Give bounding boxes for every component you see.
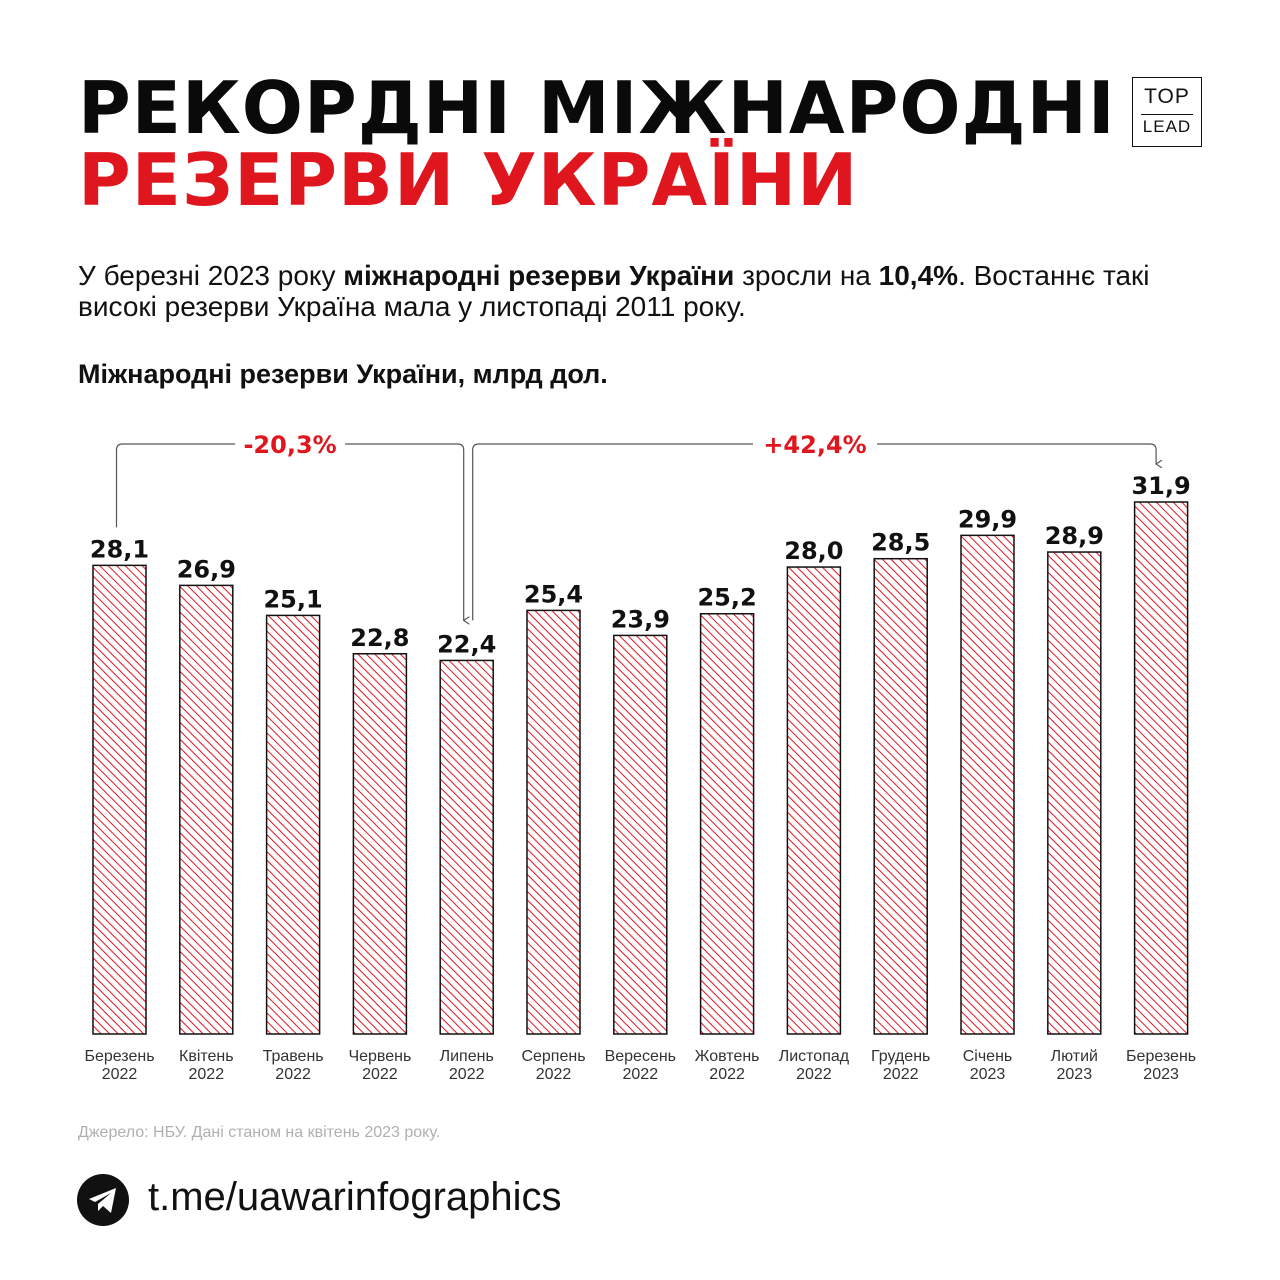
x-tick-label-year: 2023: [1057, 1066, 1093, 1083]
x-tick-label-year: 2022: [883, 1066, 919, 1083]
intro-bold-2: 10,4%: [878, 260, 959, 291]
telegram-icon[interactable]: [77, 1174, 129, 1226]
bar: [699, 612, 755, 1035]
bar-value-label: 31,9: [1131, 472, 1190, 500]
top-lead-logo: TOP LEAD: [1132, 77, 1202, 147]
x-tick-label: Серпень: [521, 1048, 585, 1065]
intro-text-1: У березні 2023 року: [78, 260, 344, 291]
chart-subtitle: Міжнародні резерви України, млрд дол.: [78, 359, 608, 389]
x-tick-label-year: 2022: [362, 1066, 398, 1083]
x-tick-label: Грудень: [871, 1048, 930, 1065]
x-tick-label: Листопад: [779, 1048, 850, 1065]
bar-value-label: 28,9: [1045, 522, 1104, 550]
x-tick-label: Вересень: [605, 1048, 676, 1065]
x-tick-label: Липень: [440, 1048, 494, 1065]
bar: [92, 564, 147, 1035]
annotation-label-bg: [753, 428, 877, 458]
bar-value-label: 28,0: [784, 537, 843, 565]
x-tick-label-year: 2022: [449, 1066, 485, 1083]
bar: [613, 634, 668, 1035]
bar: [352, 653, 408, 1035]
bar: [960, 534, 1015, 1035]
x-tick-label-year: 2022: [189, 1066, 225, 1083]
x-tick-label-year: 2022: [102, 1066, 138, 1083]
page-title: РЕКОРДНІ МІЖНАРОДНІ РЕЗЕРВИ УКРАЇНИ: [78, 72, 1116, 216]
x-tick-label: Лютий: [1051, 1048, 1098, 1065]
telegram-link[interactable]: t.me/uawarinfographics: [148, 1175, 562, 1219]
source-note: Джерело: НБУ. Дані станом на квітень 202…: [78, 1124, 441, 1141]
annotation-label-decline: -20,3%: [243, 431, 336, 459]
x-tick-label: Квітень: [179, 1048, 234, 1065]
bar: [179, 584, 234, 1035]
x-tick-label: Березень: [84, 1048, 154, 1065]
x-tick-label: Червень: [348, 1048, 411, 1065]
title-line-1: РЕКОРДНІ МІЖНАРОДНІ: [78, 66, 1116, 150]
bar-value-label: 22,8: [350, 624, 409, 652]
x-tick-label: Січень: [963, 1048, 1013, 1065]
bar-value-label: 25,4: [524, 580, 583, 608]
x-tick-label: Травень: [263, 1048, 324, 1065]
bar: [786, 566, 842, 1035]
x-tick-label-year: 2022: [709, 1066, 745, 1083]
x-tick-label: Березень: [1126, 1048, 1196, 1065]
bar-value-label: 29,9: [958, 505, 1017, 533]
bar-value-label: 22,4: [437, 630, 496, 658]
bar-value-label: 25,1: [263, 585, 322, 613]
bar: [265, 614, 321, 1035]
x-tick-label-year: 2022: [623, 1066, 659, 1083]
bar: [873, 557, 928, 1035]
x-tick-label-year: 2023: [1143, 1066, 1179, 1083]
intro-text-3: . Востаннє такі високі резерви Україна м…: [78, 260, 1150, 322]
x-tick-label-year: 2022: [275, 1066, 311, 1083]
intro-text-2: зросли на: [734, 260, 879, 291]
annotation-label-bg: [235, 428, 346, 458]
logo-top-text: TOP: [1144, 85, 1190, 108]
bar-value-label: 26,9: [177, 555, 236, 583]
bar-value-label: 23,9: [611, 605, 670, 633]
intro-paragraph: У березні 2023 року міжнародні резерви У…: [78, 260, 1208, 322]
annotation-label-growth: +42,4%: [763, 431, 866, 459]
x-tick-label-year: 2022: [796, 1066, 832, 1083]
bar-value-label: 28,5: [871, 529, 930, 557]
x-tick-label-year: 2022: [536, 1066, 572, 1083]
intro-bold-1: міжнародні резерви України: [343, 260, 735, 291]
logo-lead-text: LEAD: [1142, 117, 1192, 136]
bar-value-label: 28,1: [90, 535, 149, 563]
x-tick-label: Жовтень: [695, 1048, 760, 1065]
bar: [439, 659, 494, 1035]
title-line-2: РЕЗЕРВИ УКРАЇНИ: [78, 138, 859, 222]
bar: [1047, 551, 1102, 1035]
bar: [1133, 501, 1189, 1035]
x-tick-label-year: 2023: [970, 1066, 1006, 1083]
bar: [526, 609, 581, 1035]
logo-divider: [1141, 114, 1193, 115]
bar-value-label: 25,2: [697, 584, 756, 612]
